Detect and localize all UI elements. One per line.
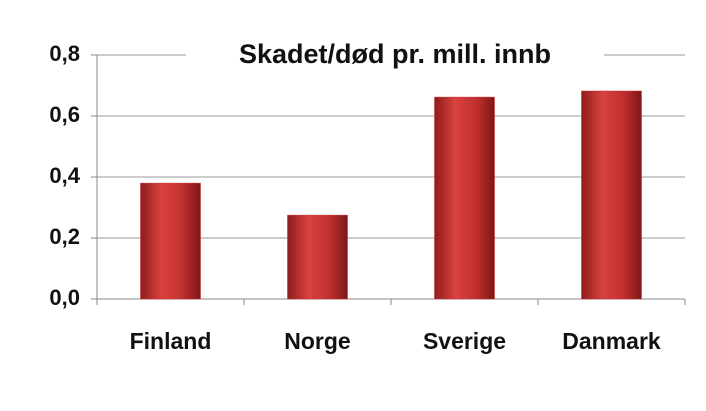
bar xyxy=(434,96,495,300)
y-tick-label: 0,6 xyxy=(49,102,80,127)
bar xyxy=(140,182,201,300)
marks: Finland Norge Sverige Danmark xyxy=(130,90,661,354)
bar xyxy=(581,90,642,300)
title-background xyxy=(186,36,604,76)
bar xyxy=(287,214,348,300)
chart-title: Skadet/død pr. mill. innb xyxy=(239,39,551,69)
x-tick-label: Norge xyxy=(284,328,350,354)
x-tick-label: Finland xyxy=(130,328,212,354)
y-tick-label: 0,0 xyxy=(49,285,80,310)
y-tick-label: 0,8 xyxy=(49,41,80,66)
x-tick-label: Danmark xyxy=(562,328,661,354)
y-tick-label: 0,2 xyxy=(49,224,80,249)
x-tick-label: Sverige xyxy=(423,328,506,354)
y-tick-label: 0,4 xyxy=(49,163,80,188)
